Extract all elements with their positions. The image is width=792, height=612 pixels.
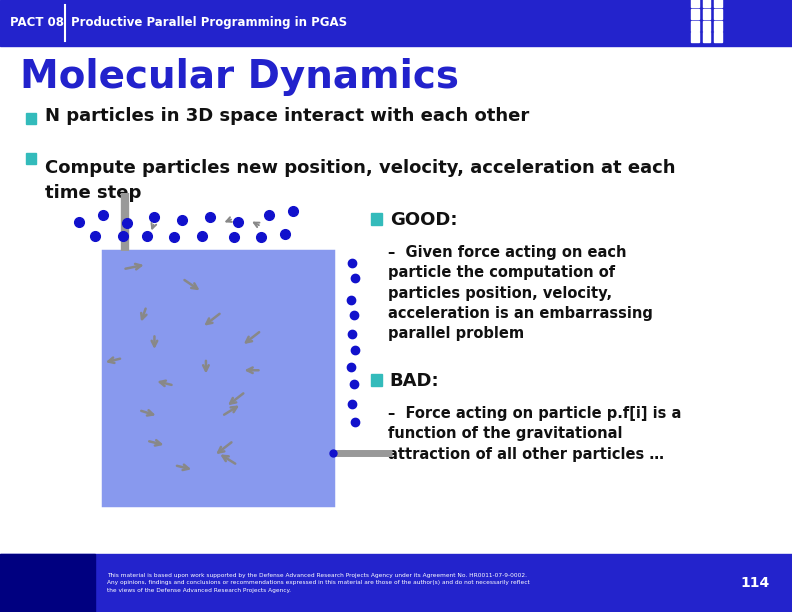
Bar: [714, 32, 722, 42]
Text: BAD:: BAD:: [390, 372, 440, 390]
Bar: [0, 554, 95, 612]
Bar: [26, 113, 36, 124]
Bar: [703, 0, 710, 7]
Text: GOOD:: GOOD:: [390, 211, 457, 230]
Text: Compute particles new position, velocity, acceleration at each
time step: Compute particles new position, velocity…: [45, 159, 676, 202]
Bar: [714, 9, 722, 19]
Bar: [714, 0, 722, 7]
Bar: [703, 21, 710, 31]
Text: –  Given force acting on each
particle the computation of
particles position, ve: – Given force acting on each particle th…: [388, 245, 653, 341]
Bar: [0, 0, 792, 46]
Text: N particles in 3D space interact with each other: N particles in 3D space interact with ea…: [45, 107, 529, 125]
Bar: [691, 32, 699, 42]
Bar: [0, 554, 792, 612]
Bar: [691, 9, 699, 19]
Text: Productive Parallel Programming in PGAS: Productive Parallel Programming in PGAS: [71, 17, 348, 29]
Text: This material is based upon work supported by the Defense Advanced Research Proj: This material is based upon work support…: [107, 573, 530, 593]
Text: PACT 08: PACT 08: [10, 17, 64, 29]
Bar: [371, 213, 382, 225]
Bar: [371, 374, 382, 386]
Text: 114: 114: [741, 576, 770, 590]
Bar: [691, 0, 699, 7]
Bar: [703, 32, 710, 42]
Text: –  Force acting on particle p.f[i] is a
function of the gravitational
attraction: – Force acting on particle p.f[i] is a f…: [388, 406, 681, 461]
Text: Molecular Dynamics: Molecular Dynamics: [20, 58, 459, 96]
Bar: [691, 21, 699, 31]
Bar: [103, 251, 333, 505]
Bar: [26, 153, 36, 164]
Bar: [714, 21, 722, 31]
Bar: [703, 9, 710, 19]
